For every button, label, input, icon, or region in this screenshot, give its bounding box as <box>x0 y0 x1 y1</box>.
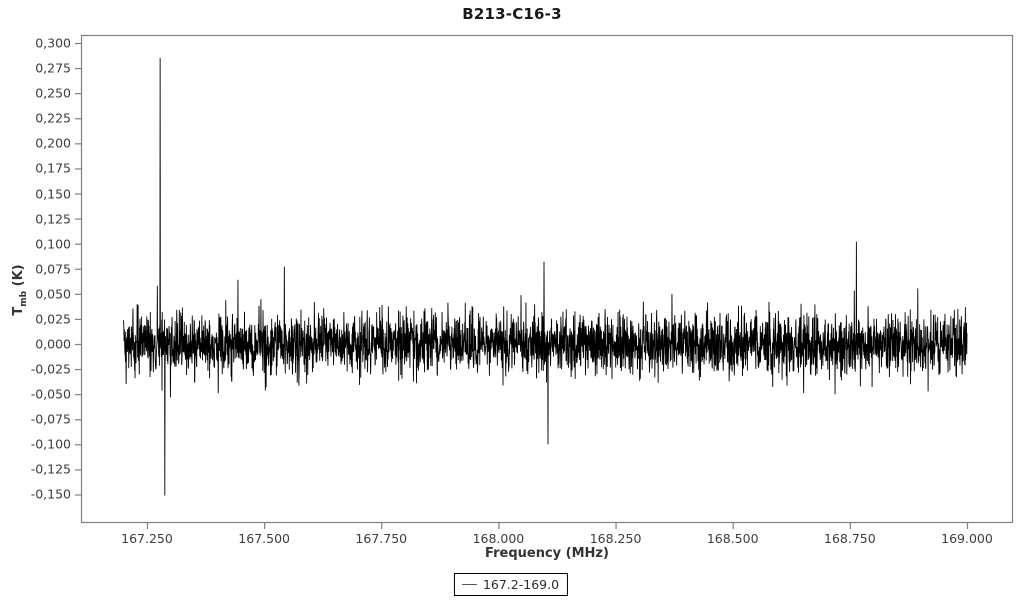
x-axis-tick-label: 168.250 <box>589 531 642 546</box>
y-axis-tick-label: 0,300 <box>35 35 71 51</box>
x-axis-tick-label: 168.000 <box>472 531 525 546</box>
x-axis-tick-label: 168.750 <box>823 531 876 546</box>
y-axis-title-symbol: T <box>11 306 27 316</box>
y-axis-tick-label: -0,150 <box>30 486 71 502</box>
x-axis-title: Frequency (MHz) <box>485 546 609 561</box>
y-axis-tick-label: 0,150 <box>35 186 71 201</box>
x-axis-tick-label: 169.000 <box>941 531 993 546</box>
y-axis-title: Tmb (K) <box>11 264 29 315</box>
legend-label: 167.2-169.0 <box>482 577 560 592</box>
y-axis-tick-label: -0,075 <box>30 411 71 427</box>
plot-area-border <box>80 34 1014 524</box>
y-axis-tick-label: 0,050 <box>35 286 71 302</box>
y-axis-title-subscript: mb <box>18 290 29 307</box>
y-axis-tick-label: -0,100 <box>30 436 71 452</box>
axis-tick-marks <box>75 42 969 529</box>
legend-line-sample-icon <box>461 584 477 585</box>
y-axis-tick-label: 0,000 <box>35 336 71 352</box>
y-axis-tick-label: 0,100 <box>35 236 71 252</box>
y-axis-tick-label: 0,175 <box>35 160 71 176</box>
y-axis-title-unit: (K) <box>11 264 27 287</box>
y-axis-tick-label: 0,200 <box>35 135 71 151</box>
y-axis-tick-label: 0,250 <box>35 85 71 101</box>
x-axis-tick-label: 167.500 <box>238 531 290 546</box>
y-axis-tick-label: 0,025 <box>35 311 71 327</box>
x-axis-tick-label: 168.500 <box>706 531 759 546</box>
y-axis-tick-label: -0,050 <box>30 386 71 402</box>
y-axis-tick-label: 0,225 <box>35 110 71 126</box>
y-axis-tick-label: -0,125 <box>30 461 71 477</box>
y-axis-tick-label: -0,025 <box>30 361 71 377</box>
y-axis-tick-label: 0,075 <box>35 261 71 277</box>
legend: 167.2-169.0 <box>453 573 569 596</box>
chart-title: B213-C16-3 <box>462 5 562 23</box>
x-axis-tick-label: 167.750 <box>355 531 408 546</box>
x-axis-tick-label: 167.250 <box>121 531 173 546</box>
y-axis-tick-label: 0,125 <box>35 211 71 227</box>
spectrum-line <box>123 58 968 496</box>
y-axis-tick-label: 0,275 <box>35 60 71 76</box>
